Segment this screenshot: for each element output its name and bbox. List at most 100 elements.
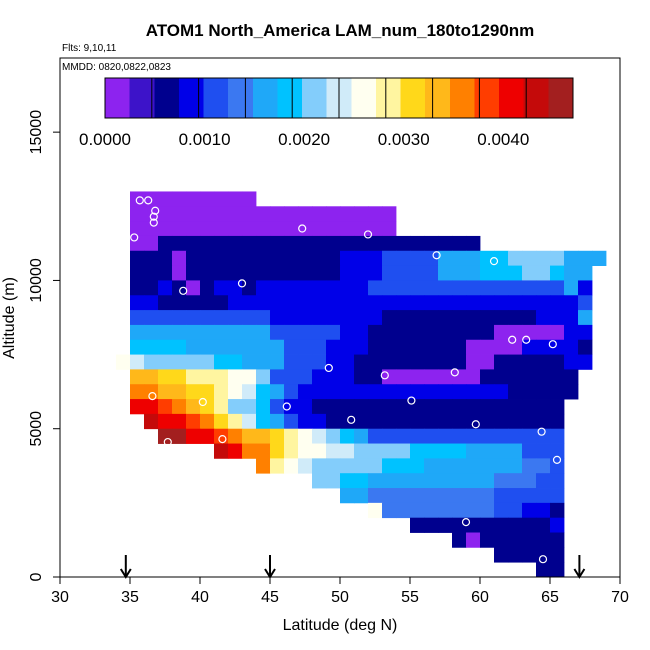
heatmap-cell: [144, 413, 159, 430]
heatmap-cell: [298, 235, 313, 252]
heatmap-cell: [228, 384, 243, 400]
heatmap-cell: [368, 354, 383, 370]
heatmap-cell: [578, 339, 593, 355]
heatmap-cell: [466, 339, 481, 355]
chart-title: ATOM1 North_America LAM_num_180to1290nm: [146, 21, 535, 40]
heatmap-cell: [396, 280, 411, 296]
heatmap-cell: [158, 399, 173, 415]
heatmap-cell: [368, 280, 383, 296]
heatmap-cell: [298, 399, 313, 415]
heatmap-cell: [130, 250, 145, 266]
heatmap-cell: [144, 369, 159, 385]
heatmap-cell: [466, 235, 481, 252]
flight-arrows: [119, 555, 586, 579]
heatmap-cell: [536, 502, 551, 519]
sample-point: [135, 196, 144, 205]
heatmap-cell: [158, 384, 173, 400]
heatmap-cell: [270, 458, 285, 474]
heatmap-cell: [312, 295, 327, 311]
heatmap-cell: [438, 235, 453, 252]
heatmap-cell: [214, 191, 229, 207]
heatmap-cell: [396, 488, 411, 504]
heatmap-cell: [354, 473, 369, 489]
heatmap-cell: [270, 428, 285, 444]
sample-point: [537, 427, 546, 436]
heatmap-cell: [298, 280, 313, 296]
heatmap-cell: [186, 354, 201, 370]
heatmap-cell: [298, 206, 313, 222]
x-tick-label: 40: [191, 589, 209, 606]
heatmap-cell: [172, 221, 187, 237]
heatmap-cell: [256, 339, 271, 355]
heatmap-cell: [368, 428, 383, 444]
heatmap-cell: [214, 280, 229, 296]
heatmap-cell: [340, 399, 355, 415]
heatmap-cell: [494, 324, 509, 341]
heatmap-cell: [326, 280, 341, 296]
heatmap-cell: [536, 488, 551, 504]
heatmap-cell: [214, 221, 229, 237]
heatmap-cell: [382, 221, 397, 237]
heatmap-cell: [326, 295, 341, 311]
heatmap-cell: [144, 250, 159, 266]
heatmap-cell: [536, 562, 551, 578]
heatmap-cells: [116, 191, 607, 578]
heatmap-cell: [256, 250, 271, 266]
heatmap-cell: [354, 384, 369, 400]
heatmap-cell: [396, 384, 411, 400]
heatmap-cell: [480, 339, 495, 355]
heatmap-cell: [424, 502, 439, 519]
heatmap-cell: [494, 473, 509, 489]
heatmap-cell: [242, 310, 257, 326]
heatmap-cell: [382, 339, 397, 355]
heatmap-cell: [354, 369, 369, 385]
heatmap-cell: [522, 369, 537, 385]
heatmap-cell: [438, 399, 453, 415]
heatmap-cell: [340, 295, 355, 311]
heatmap-cell: [508, 413, 523, 430]
heatmap-cell: [368, 473, 383, 489]
heatmap-cell: [256, 384, 271, 400]
heatmap-cell: [130, 399, 145, 415]
heatmap-cell: [452, 280, 467, 296]
heatmap-cell: [354, 221, 369, 237]
heatmap-cell: [186, 206, 201, 222]
heatmap-cell: [326, 235, 341, 252]
heatmap-cell: [424, 354, 439, 370]
heatmap-cell: [228, 235, 243, 252]
heatmap-cell: [270, 295, 285, 311]
heatmap-cell: [424, 399, 439, 415]
heatmap-cell: [158, 295, 173, 311]
heatmap-cell: [242, 354, 257, 370]
heatmap-cell: [326, 265, 341, 281]
flight-arrow: [264, 555, 276, 579]
flight-arrow: [573, 555, 586, 579]
heatmap-cell: [536, 458, 551, 474]
colorbar-tick-labels: 0.0000 0.0010 0.0020 0.0030 0.0040: [79, 130, 529, 149]
heatmap-cell: [536, 280, 551, 296]
heatmap-cell: [382, 265, 397, 281]
heatmap-cell: [368, 502, 383, 519]
heatmap-cell: [522, 280, 537, 296]
heatmap-cell: [172, 265, 187, 281]
heatmap-cell: [270, 310, 285, 326]
heatmap-cell: [354, 265, 369, 281]
heatmap-cell: [438, 473, 453, 489]
heatmap-cell: [494, 310, 509, 326]
heatmap-cell: [200, 339, 215, 355]
heatmap-cell: [508, 517, 523, 533]
heatmap-cell: [214, 339, 229, 355]
heatmap-cell: [228, 295, 243, 311]
heatmap-cell: [452, 428, 467, 444]
heatmap-cell: [382, 206, 397, 222]
heatmap-cell: [130, 280, 145, 296]
heatmap-cell: [242, 399, 257, 415]
heatmap-cell: [452, 250, 467, 266]
heatmap-cell: [354, 428, 369, 444]
heatmap-cell: [382, 473, 397, 489]
heatmap-cell: [536, 250, 551, 266]
sample-point: [149, 218, 158, 227]
sample-points: [130, 196, 625, 564]
heatmap-cell: [200, 428, 215, 444]
heatmap-cell: [256, 221, 271, 237]
